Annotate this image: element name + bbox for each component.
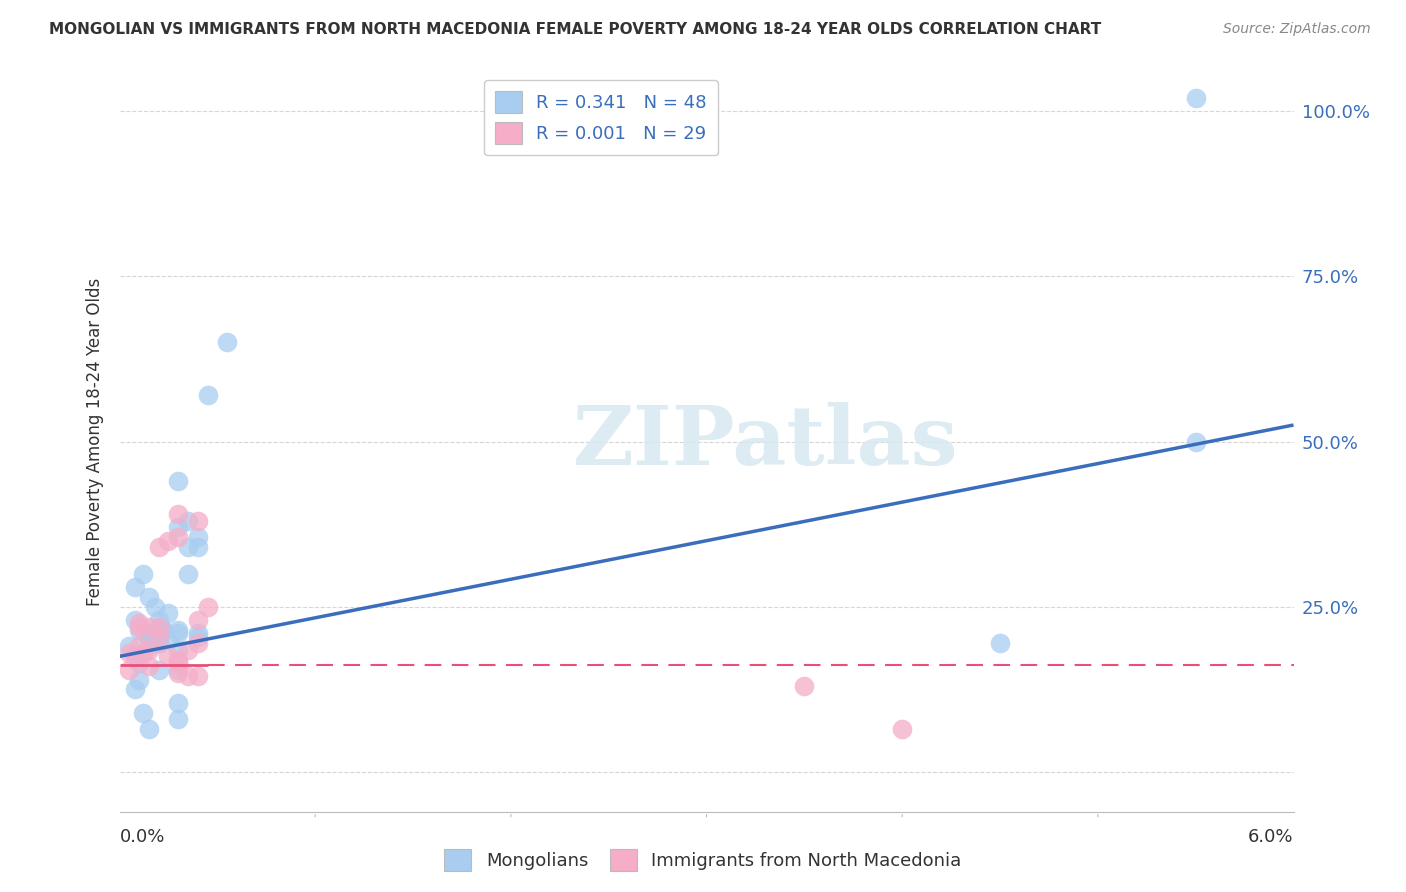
Point <box>157 607 180 621</box>
Point <box>132 646 155 660</box>
Point <box>138 642 160 657</box>
Text: 0.0%: 0.0% <box>120 829 165 847</box>
Point <box>148 541 170 555</box>
Point <box>128 620 150 634</box>
Point <box>187 613 209 627</box>
Point <box>148 636 170 650</box>
Text: MONGOLIAN VS IMMIGRANTS FROM NORTH MACEDONIA FEMALE POVERTY AMONG 18-24 YEAR OLD: MONGOLIAN VS IMMIGRANTS FROM NORTH MACED… <box>49 22 1101 37</box>
Legend: Mongolians, Immigrants from North Macedonia: Mongolians, Immigrants from North Macedo… <box>437 842 969 879</box>
Point <box>1184 91 1206 105</box>
Point <box>124 613 146 627</box>
Point <box>167 663 190 677</box>
Point <box>167 623 190 637</box>
Point <box>793 679 815 693</box>
Point <box>167 626 190 640</box>
Point <box>187 630 209 644</box>
Point <box>148 620 170 634</box>
Point <box>148 630 170 644</box>
Point <box>187 636 209 650</box>
Point <box>167 653 190 667</box>
Point <box>197 388 219 402</box>
Point <box>118 640 141 654</box>
Point <box>124 649 146 664</box>
Point <box>197 599 219 614</box>
Point <box>152 623 174 637</box>
Point <box>138 620 160 634</box>
Point <box>124 580 146 594</box>
Point <box>148 636 170 650</box>
Point <box>177 514 200 528</box>
Point <box>177 541 200 555</box>
Point <box>148 613 170 627</box>
Point <box>138 640 160 654</box>
Point <box>124 682 146 697</box>
Point <box>157 632 180 647</box>
Text: Source: ZipAtlas.com: Source: ZipAtlas.com <box>1223 22 1371 37</box>
Point <box>138 632 160 647</box>
Point <box>139 626 162 640</box>
Point <box>134 626 156 640</box>
Point <box>128 673 150 687</box>
Point <box>167 508 190 522</box>
Point <box>157 649 180 664</box>
Point <box>167 530 190 544</box>
Point <box>148 620 170 634</box>
Point <box>138 590 160 604</box>
Point <box>128 656 150 670</box>
Point <box>118 663 141 677</box>
Point <box>128 623 150 637</box>
Point <box>167 642 190 657</box>
Point <box>187 530 209 544</box>
Point <box>891 722 914 736</box>
Point <box>128 616 150 631</box>
Point <box>177 566 200 581</box>
Point <box>167 696 190 710</box>
Point <box>143 636 166 650</box>
Point <box>1184 434 1206 449</box>
Point <box>167 474 190 488</box>
Point <box>217 335 239 350</box>
Point <box>152 623 174 637</box>
Point <box>132 706 155 720</box>
Point <box>167 656 190 670</box>
Point <box>118 646 141 660</box>
Point <box>128 640 150 654</box>
Point <box>177 642 200 657</box>
Y-axis label: Female Poverty Among 18-24 Year Olds: Female Poverty Among 18-24 Year Olds <box>86 277 104 606</box>
Text: 6.0%: 6.0% <box>1249 829 1294 847</box>
Point <box>138 659 160 673</box>
Point <box>187 626 209 640</box>
Point <box>167 665 190 680</box>
Point <box>132 566 155 581</box>
Point <box>148 630 170 644</box>
Point <box>187 541 209 555</box>
Point <box>124 649 146 664</box>
Point <box>138 722 160 736</box>
Point <box>157 533 180 548</box>
Point <box>177 669 200 683</box>
Point <box>187 669 209 683</box>
Point <box>187 514 209 528</box>
Point <box>143 599 166 614</box>
Point <box>167 520 190 534</box>
Point <box>167 712 190 726</box>
Point <box>988 636 1011 650</box>
Legend: R = 0.341   N = 48, R = 0.001   N = 29: R = 0.341 N = 48, R = 0.001 N = 29 <box>484 80 717 155</box>
Point <box>148 663 170 677</box>
Text: ZIPatlas: ZIPatlas <box>572 401 957 482</box>
